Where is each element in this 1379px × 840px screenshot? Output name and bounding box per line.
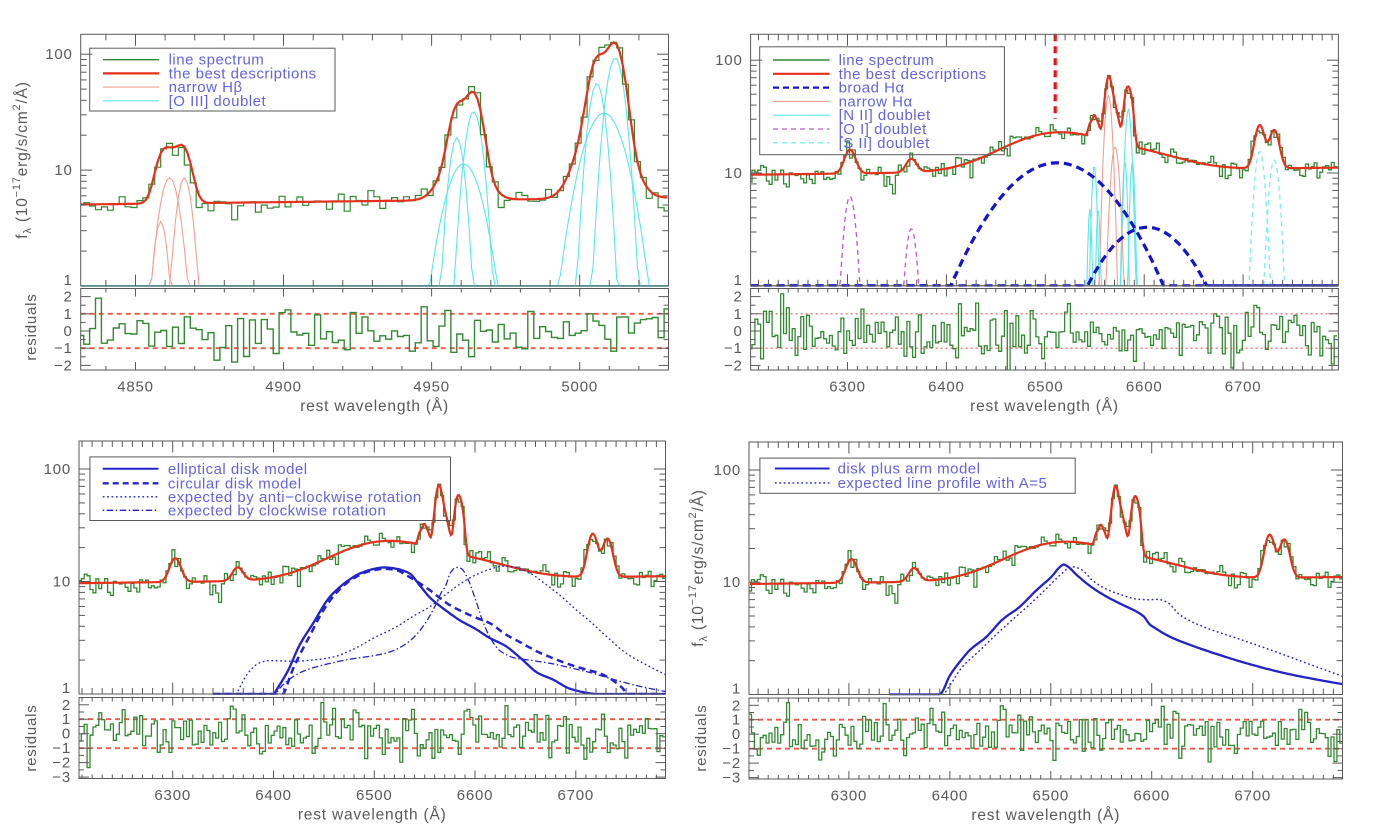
svg-text:10: 10 — [54, 162, 72, 179]
svg-text:fλ (10−17erg/s/cm2/Å): fλ (10−17erg/s/cm2/Å) — [11, 81, 34, 238]
svg-text:100: 100 — [45, 46, 72, 63]
svg-text:[N II] doublet: [N II] doublet — [839, 107, 931, 124]
svg-text:rest wavelength (Å): rest wavelength (Å) — [970, 398, 1119, 415]
svg-text:4900: 4900 — [265, 379, 302, 396]
svg-text:narrow Hβ: narrow Hβ — [169, 79, 243, 96]
svg-text:expected line profile with A=5: expected line profile with A=5 — [838, 475, 1048, 492]
svg-text:6400: 6400 — [255, 787, 292, 804]
svg-text:−1: −1 — [54, 340, 73, 357]
svg-text:6600: 6600 — [457, 787, 494, 804]
svg-text:100: 100 — [714, 462, 741, 479]
svg-text:−1: −1 — [722, 741, 741, 758]
svg-text:2: 2 — [64, 289, 73, 306]
svg-text:−2: −2 — [724, 357, 743, 374]
svg-text:10: 10 — [53, 574, 71, 591]
svg-text:4950: 4950 — [413, 379, 450, 396]
svg-text:0: 0 — [732, 726, 741, 743]
svg-text:narrow Hα: narrow Hα — [839, 93, 913, 110]
svg-text:−2: −2 — [52, 755, 71, 772]
svg-text:1: 1 — [62, 680, 71, 697]
svg-text:2: 2 — [732, 697, 741, 714]
svg-text:1: 1 — [733, 306, 742, 323]
svg-text:6400: 6400 — [928, 379, 965, 396]
svg-text:6300: 6300 — [829, 379, 866, 396]
svg-text:6700: 6700 — [1234, 788, 1271, 805]
svg-text:6500: 6500 — [1033, 788, 1070, 805]
svg-text:broad Hα: broad Hα — [839, 80, 905, 97]
svg-text:expected by anti−clockwise rot: expected by anti−clockwise rotation — [168, 489, 422, 506]
svg-text:4850: 4850 — [117, 379, 154, 396]
svg-text:−1: −1 — [52, 740, 71, 757]
svg-text:fλ (10−17erg/s/cm2/Å): fλ (10−17erg/s/cm2/Å) — [687, 489, 710, 646]
svg-text:10: 10 — [724, 165, 742, 182]
svg-text:100: 100 — [44, 461, 71, 478]
svg-text:rest wavelength (Å): rest wavelength (Å) — [300, 398, 449, 415]
svg-text:6600: 6600 — [1133, 788, 1170, 805]
svg-text:0: 0 — [64, 323, 73, 340]
svg-text:1: 1 — [732, 712, 741, 729]
svg-text:residuals: residuals — [23, 704, 40, 771]
svg-text:−2: −2 — [722, 755, 741, 772]
svg-text:elliptical disk model: elliptical disk model — [168, 461, 308, 478]
svg-text:−3: −3 — [52, 769, 71, 786]
svg-text:1: 1 — [64, 272, 73, 289]
svg-text:100: 100 — [715, 52, 742, 69]
svg-text:1: 1 — [64, 306, 73, 323]
svg-text:2: 2 — [733, 289, 742, 306]
svg-text:−1: −1 — [724, 340, 743, 357]
svg-text:−3: −3 — [722, 770, 741, 787]
svg-text:line spectrum: line spectrum — [169, 52, 265, 69]
svg-text:[S II] doublet: [S II] doublet — [839, 135, 931, 152]
svg-text:−2: −2 — [54, 357, 73, 374]
svg-text:6300: 6300 — [154, 787, 191, 804]
svg-text:the best descriptions: the best descriptions — [839, 66, 987, 83]
svg-text:rest wavelength (Å): rest wavelength (Å) — [298, 807, 447, 824]
svg-text:[O III] doublet: [O III] doublet — [169, 93, 267, 110]
svg-text:5000: 5000 — [561, 379, 598, 396]
svg-text:6600: 6600 — [1126, 379, 1163, 396]
svg-text:the best descriptions: the best descriptions — [169, 65, 317, 82]
svg-text:disk plus arm model: disk plus arm model — [838, 461, 981, 478]
svg-text:6400: 6400 — [932, 788, 969, 805]
svg-text:residuals: residuals — [693, 704, 710, 771]
svg-text:6500: 6500 — [356, 787, 393, 804]
svg-text:1: 1 — [732, 681, 741, 698]
svg-text:6700: 6700 — [1225, 379, 1262, 396]
svg-text:6500: 6500 — [1027, 379, 1064, 396]
svg-text:rest wavelength (Å): rest wavelength (Å) — [971, 807, 1120, 824]
svg-text:circular disk model: circular disk model — [168, 475, 302, 492]
svg-text:0: 0 — [733, 323, 742, 340]
svg-text:10: 10 — [723, 574, 741, 591]
svg-text:line spectrum: line spectrum — [839, 52, 935, 69]
svg-text:0: 0 — [62, 726, 71, 743]
svg-text:residuals: residuals — [23, 293, 40, 360]
svg-text:expected by clockwise rotation: expected by clockwise rotation — [168, 502, 386, 519]
svg-text:6700: 6700 — [558, 787, 595, 804]
svg-text:1: 1 — [62, 711, 71, 728]
svg-text:2: 2 — [62, 697, 71, 714]
svg-text:1: 1 — [733, 272, 742, 289]
svg-text:6300: 6300 — [831, 788, 868, 805]
svg-text:[O I] doublet: [O I] doublet — [839, 121, 928, 138]
